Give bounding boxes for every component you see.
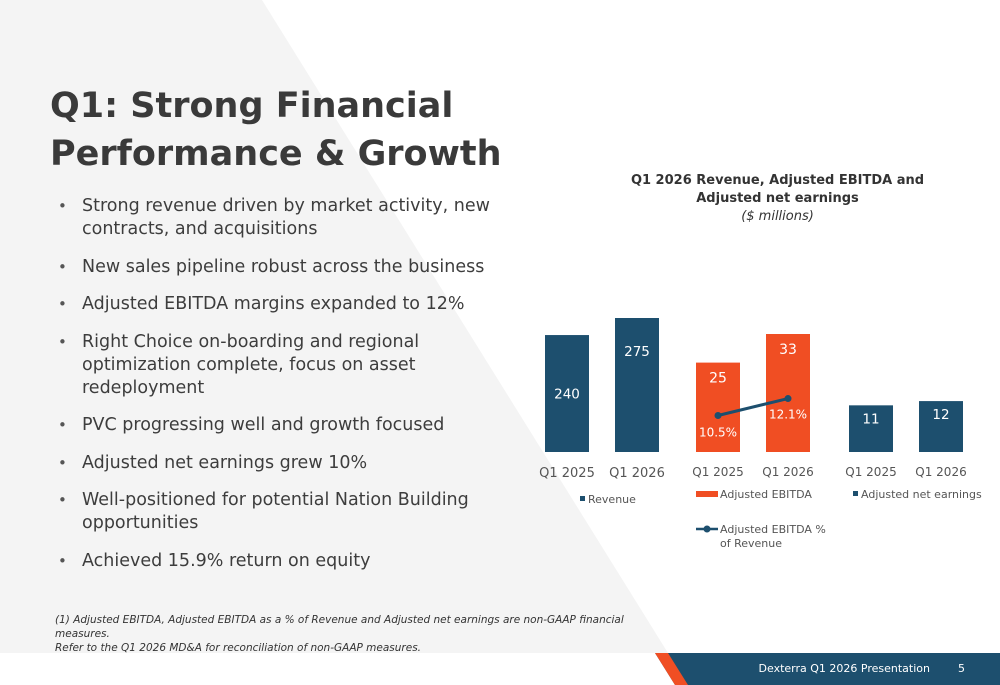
bullet-item: Strong revenue driven by market activity…: [58, 195, 513, 241]
x-tick-label: Q1 2025: [692, 465, 743, 479]
ebitda-margin-line: [717, 397, 789, 417]
footnote: (1) Adjusted EBITDA, Adjusted EBITDA as …: [55, 613, 655, 655]
footer-text: Dexterra Q1 2026 Presentation: [758, 662, 930, 675]
footnote-line: (1) Adjusted EBITDA, Adjusted EBITDA as …: [55, 614, 624, 640]
page-number: 5: [958, 662, 965, 675]
x-tick-label: Q1 2026: [915, 465, 966, 479]
bullet-item: PVC progressing well and growth focused: [58, 414, 513, 437]
x-tick-label: Q1 2026: [762, 465, 813, 479]
ebitda-margin-point: [714, 412, 722, 419]
net-earnings-data-label: 12: [932, 407, 949, 423]
ebitda-bar: [696, 362, 740, 452]
ebitda-margin-label: 10.5%: [699, 426, 737, 440]
bullet-item: New sales pipeline robust across the bus…: [58, 256, 513, 279]
legend-label: Adjusted net earnings: [861, 488, 982, 501]
legend-label: of Revenue: [720, 537, 782, 550]
ebitda-bar: [766, 334, 810, 452]
financial-chart: 240 Q1 2025 275 Q1 2026 Revenue 25 Q1 2025 33 Q1…: [539, 318, 982, 550]
x-tick-label: Q1 2026: [609, 466, 665, 481]
revenue-bar: [615, 318, 659, 452]
net-earnings-bar: [849, 405, 893, 452]
legend-marker: [703, 525, 711, 533]
revenue-data-label: 275: [624, 344, 650, 360]
chart-title-line: Adjusted net earnings: [696, 191, 859, 206]
bullet-item: Well-positioned for potential Nation Bui…: [58, 489, 513, 535]
page-title: Q1: Strong Financial Performance & Growt…: [50, 86, 502, 174]
x-tick-label: Q1 2025: [539, 466, 595, 481]
bullet-list: Strong revenue driven by market activity…: [58, 195, 513, 587]
net-earnings-bar: [919, 401, 963, 452]
legend-swatch: [853, 491, 858, 496]
chart-subtitle: ($ millions): [741, 209, 814, 224]
ebitda-margin-label: 12.1%: [769, 408, 807, 422]
x-tick-label: Q1 2025: [845, 465, 896, 479]
bullet-item: Adjusted EBITDA margins expanded to 12%: [58, 293, 513, 316]
ebitda-data-label: 33: [779, 342, 797, 358]
bullet-item: Achieved 15.9% return on equity: [58, 550, 513, 573]
ebitda-data-label: 25: [709, 371, 727, 387]
legend-label: Adjusted EBITDA %: [720, 523, 826, 536]
legend-label: Adjusted EBITDA: [720, 488, 812, 501]
footnote-line: Refer to the Q1 2026 MD&A for reconcilia…: [55, 642, 422, 654]
chart-title-line: Q1 2026 Revenue, Adjusted EBITDA and: [630, 173, 925, 188]
chart-title: Q1 2026 Revenue, Adjusted EBITDA and Adj…: [620, 172, 935, 208]
legend-swatch: [580, 496, 585, 501]
ebitda-margin-point: [784, 395, 792, 403]
net-earnings-data-label: 11: [862, 411, 879, 427]
footer-bar: [655, 653, 1000, 685]
legend-swatch: [696, 491, 718, 497]
legend-label: Revenue: [588, 493, 636, 506]
bullet-item: Adjusted net earnings grew 10%: [58, 452, 513, 475]
revenue-data-label: 240: [554, 387, 580, 403]
revenue-bar: [545, 335, 589, 452]
bullet-item: Right Choice on-boarding and regional op…: [58, 331, 513, 400]
